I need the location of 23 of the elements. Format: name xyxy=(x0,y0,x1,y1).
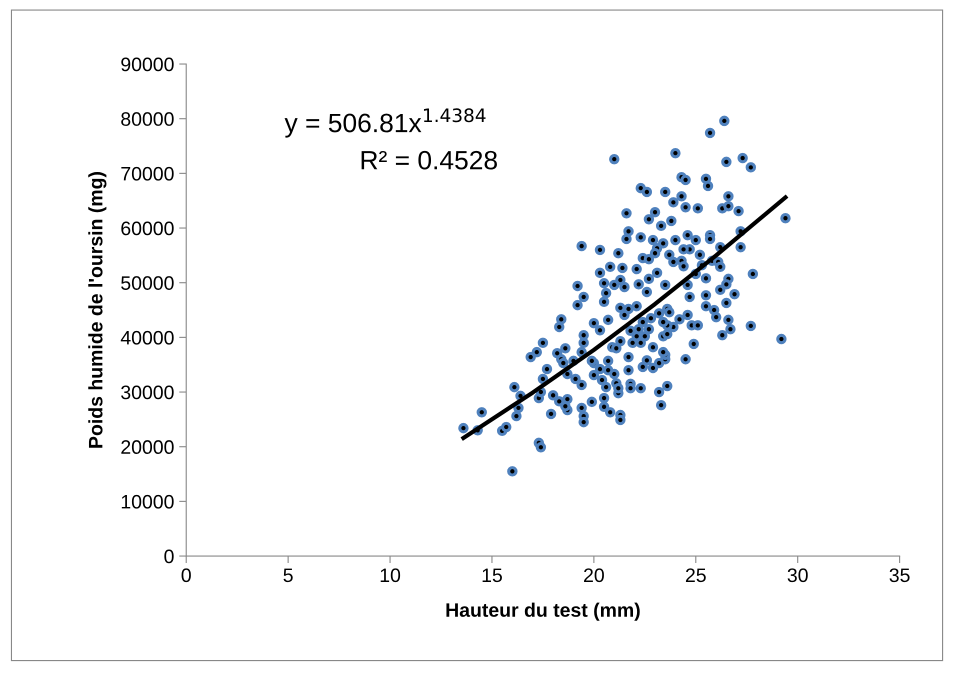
y-tick-label: 60000 xyxy=(121,222,174,236)
y-tick-label: 80000 xyxy=(121,112,174,126)
x-tick-label: 0 xyxy=(182,568,191,582)
x-axis-title: Hauteur du test (mm) xyxy=(446,602,640,621)
annotation: y = 506.81x$^{1.4384}$ xyxy=(284,108,486,138)
x-tick-label: 20 xyxy=(584,568,604,582)
y-tick-label: 30000 xyxy=(121,386,174,400)
y-tick-label: 40000 xyxy=(120,330,174,345)
line-series xyxy=(461,195,788,440)
x-tick-label: 30 xyxy=(788,568,808,582)
x-tick-label: 35 xyxy=(890,568,910,582)
y-tick-label: 70000 xyxy=(121,166,174,181)
x-tick-label: 10 xyxy=(380,568,400,582)
annotation: R² = 0.4528 xyxy=(362,150,497,170)
y-tick-label: 10000 xyxy=(122,494,174,509)
y-tick-label: 0 xyxy=(164,550,174,564)
x-tick-label: 15 xyxy=(482,568,502,582)
x-tick-label: 5 xyxy=(284,568,293,582)
y-tick-label: 20000 xyxy=(121,440,174,454)
y-tick-label: 90000 xyxy=(121,58,174,72)
y-tick-label: 50000 xyxy=(121,276,174,290)
x-tick-label: 25 xyxy=(686,568,706,582)
y-axis-title: Poids humide de l'oursin (mg) xyxy=(88,172,106,448)
